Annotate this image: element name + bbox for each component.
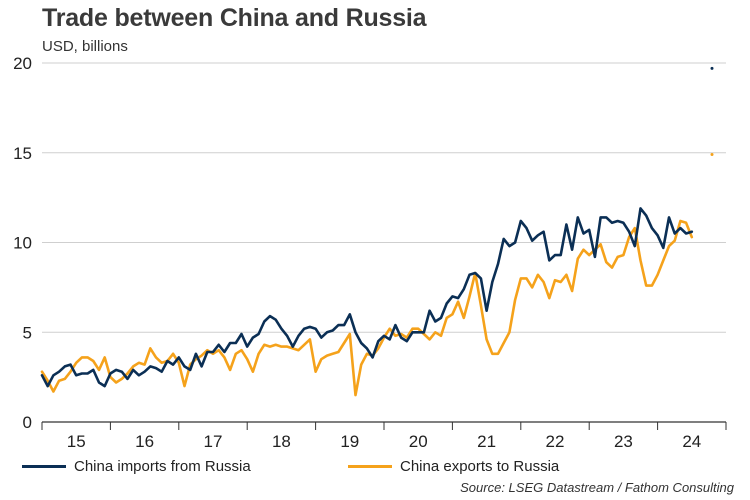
x-tick-label-16: 16 xyxy=(135,432,154,451)
x-tick-label-24: 24 xyxy=(682,432,701,451)
legend-swatch-imports xyxy=(22,465,66,468)
chart-subtitle: USD, billions xyxy=(42,38,128,55)
series-line-exports xyxy=(40,219,694,397)
series-line-imports xyxy=(40,207,694,388)
x-tick-label-15: 15 xyxy=(67,432,86,451)
y-tick-label-5: 5 xyxy=(23,323,32,342)
y-tick-label-10: 10 xyxy=(13,234,32,253)
x-tick-label-18: 18 xyxy=(272,432,291,451)
y-tick-label-15: 15 xyxy=(13,144,32,163)
x-tick-label-19: 19 xyxy=(340,432,359,451)
legend-label-imports: China imports from Russia xyxy=(74,458,251,475)
x-tick-label-22: 22 xyxy=(546,432,565,451)
x-tick-label-23: 23 xyxy=(614,432,633,451)
legend-label-exports: China exports to Russia xyxy=(400,458,560,475)
x-tick-label-17: 17 xyxy=(204,432,223,451)
x-tick-label-20: 20 xyxy=(409,432,428,451)
chart-title: Trade between China and Russia xyxy=(42,4,427,32)
y-tick-label-0: 0 xyxy=(23,413,32,432)
legend-item-exports: China exports to Russia xyxy=(348,458,559,475)
y-tick-label-20: 20 xyxy=(13,54,32,73)
x-tick-label-21: 21 xyxy=(477,432,496,451)
legend-swatch-exports xyxy=(348,465,392,468)
end-marker-exports xyxy=(710,153,714,157)
source-note: Source: LSEG Datastream / Fathom Consult… xyxy=(460,480,734,495)
legend-item-imports: China imports from Russia xyxy=(22,458,251,475)
end-marker-imports xyxy=(710,66,714,70)
